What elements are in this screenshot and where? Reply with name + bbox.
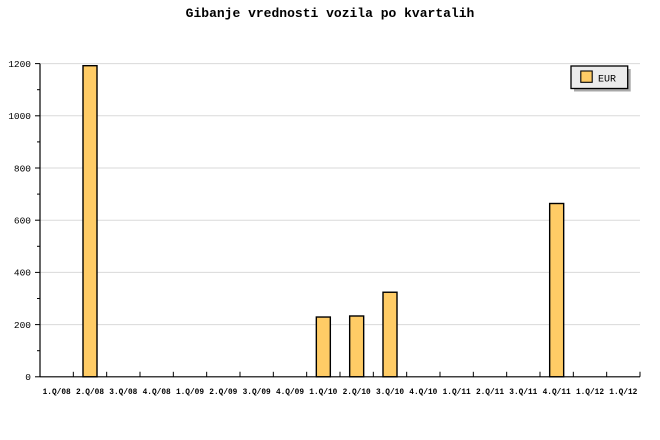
svg-text:4.Q/08: 4.Q/08 <box>143 389 171 397</box>
svg-text:1.Q/11: 1.Q/11 <box>443 389 471 397</box>
svg-text:1.Q/09: 1.Q/09 <box>176 389 204 397</box>
svg-text:3.Q/08: 3.Q/08 <box>109 389 137 397</box>
svg-text:2.Q/11: 2.Q/11 <box>476 389 504 397</box>
svg-text:0: 0 <box>25 372 31 383</box>
svg-text:1.Q/12: 1.Q/12 <box>576 389 604 397</box>
svg-text:800: 800 <box>14 163 31 174</box>
svg-text:4.Q/11: 4.Q/11 <box>543 389 571 397</box>
svg-text:4.Q/10: 4.Q/10 <box>409 389 437 397</box>
svg-text:3.Q/10: 3.Q/10 <box>376 389 404 397</box>
svg-text:200: 200 <box>14 320 31 331</box>
svg-text:1000: 1000 <box>8 111 31 122</box>
svg-text:1.Q/08: 1.Q/08 <box>43 389 71 397</box>
svg-text:400: 400 <box>14 268 31 279</box>
svg-text:2.Q/09: 2.Q/09 <box>209 389 237 397</box>
svg-text:EUR: EUR <box>598 74 616 85</box>
svg-text:3.Q/09: 3.Q/09 <box>243 389 271 397</box>
svg-text:600: 600 <box>14 216 31 227</box>
svg-text:3.Q/11: 3.Q/11 <box>509 389 537 397</box>
svg-text:1200: 1200 <box>8 59 31 70</box>
svg-text:1.Q/10: 1.Q/10 <box>309 389 337 397</box>
svg-text:4.Q/09: 4.Q/09 <box>276 389 304 397</box>
svg-text:2.Q/08: 2.Q/08 <box>76 389 104 397</box>
svg-text:1.Q/12: 1.Q/12 <box>609 389 637 397</box>
svg-text:2.Q/10: 2.Q/10 <box>343 389 371 397</box>
